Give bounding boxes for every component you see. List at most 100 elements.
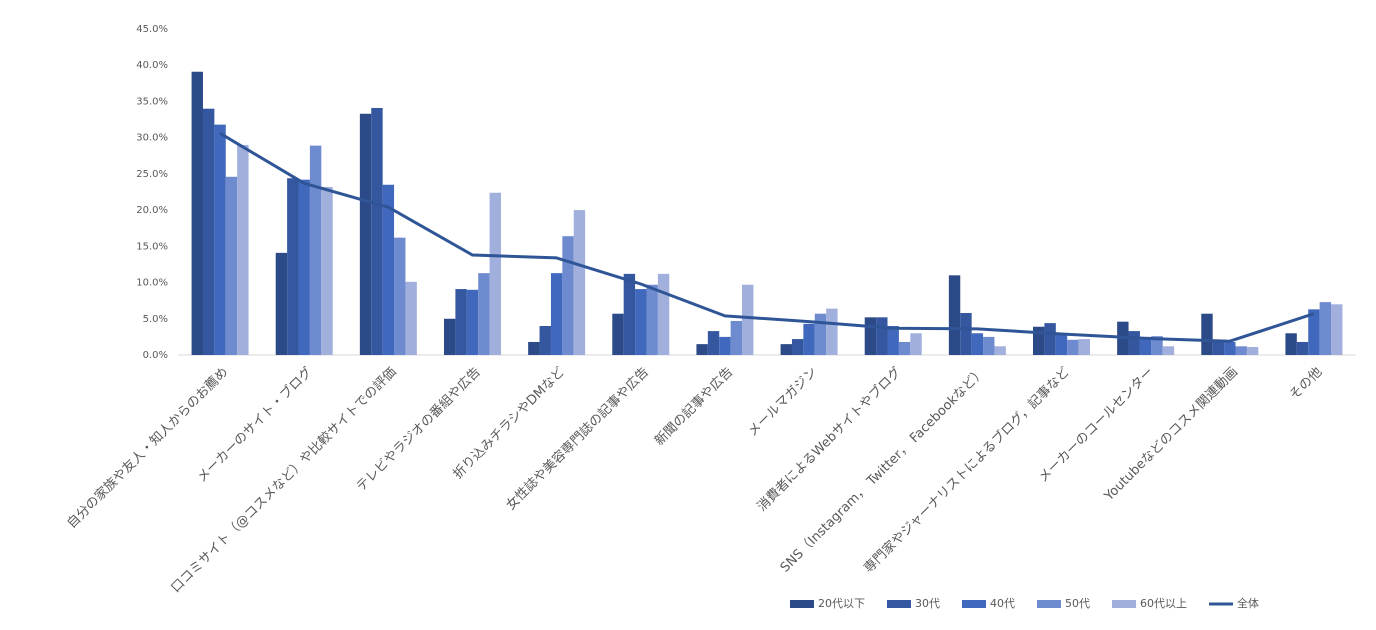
legend-swatch [1112,600,1136,608]
bar [826,308,838,355]
bar [1055,333,1068,355]
bar [562,236,574,355]
x-tick-label: 女性誌や美容専門誌の記事や広告 [503,364,652,513]
bar [1308,309,1320,355]
legend-label: 40代 [990,597,1015,610]
bar [298,179,310,355]
bar [444,318,456,355]
bar [730,320,743,355]
bar [371,107,383,355]
bar [1224,341,1236,355]
y-tick-label: 30.0% [136,133,168,144]
bar [948,275,961,355]
bar [309,145,322,355]
legend-swatch [1037,600,1061,608]
bar [887,326,899,355]
x-tick-label: 消費者によるWebサイトやブログ [754,364,905,515]
bar [1235,346,1247,355]
bar [489,192,501,355]
bar [1201,313,1213,355]
bar [237,144,249,355]
bar [1139,336,1152,355]
x-tick-label: 自分の家族や友人・知人からのお薦め [64,364,232,532]
y-tick-label: 15.0% [136,241,168,252]
bar [983,336,995,355]
bar [612,313,624,355]
bar [1044,323,1056,355]
bar [1285,333,1297,355]
bar [780,344,792,355]
bar [214,124,226,355]
bar [864,317,877,355]
bar [1162,346,1175,355]
bar [321,186,333,355]
legend-item: 40代 [962,597,1015,610]
legend-item: 50代 [1037,597,1090,610]
bar [960,312,972,355]
bar [191,71,203,356]
bar [910,333,922,355]
x-tick-label: 新聞の記事や広告 [651,364,736,449]
bar [898,341,911,355]
legend-label: 50代 [1065,597,1090,610]
y-tick-label: 25.0% [136,169,168,180]
legend-label: 全体 [1237,596,1259,610]
bar [466,289,479,355]
bar [623,273,636,355]
bar [405,281,417,355]
bar [1319,302,1332,355]
bar [1033,326,1045,355]
bar [1067,339,1079,355]
y-tick-label: 10.0% [136,278,168,289]
bar [1296,341,1309,355]
bar [359,113,372,355]
bar [876,317,888,355]
legend-item: 20代以下 [790,597,865,610]
bar [394,237,406,355]
y-tick-label: 20.0% [136,205,168,216]
legend-label: 30代 [915,597,940,610]
bar [635,289,647,355]
bar [382,184,395,355]
bar [791,339,804,355]
line-series [219,132,1315,343]
x-tick-label: Youtubeなどのコスメ関連動画 [1101,365,1241,505]
bar [1331,304,1343,355]
bar [696,344,708,355]
legend-swatch [962,600,986,608]
legend-label: 20代以下 [818,597,865,610]
legend-label: 60代以上 [1140,597,1187,610]
bar [657,273,670,355]
bar [287,178,299,355]
legend-item: 60代以上 [1112,597,1187,610]
bar [814,313,827,355]
bar [275,252,288,355]
bar [971,333,984,355]
bar [455,289,467,355]
legend-item: 全体 [1209,596,1259,610]
bar [1246,347,1259,355]
bar [742,284,754,355]
bar [646,284,658,355]
bar [202,108,215,355]
bar [225,176,238,355]
y-tick-label: 0.0% [143,350,168,361]
bar [719,336,731,355]
bar [994,346,1006,355]
x-tick-label: メールマガジン [745,365,820,440]
bar [707,331,720,355]
x-tick-label: その他 [1287,365,1325,403]
bar [478,273,490,355]
bar [1078,339,1090,355]
bar [1128,331,1140,355]
bar [528,341,540,355]
bar [539,326,551,355]
legend-item: 30代 [887,597,940,610]
bar [1151,336,1163,355]
bar [550,273,563,355]
y-tick-label: 5.0% [143,314,168,325]
y-tick-label: 45.0% [136,24,168,35]
legend-swatch [790,600,814,608]
